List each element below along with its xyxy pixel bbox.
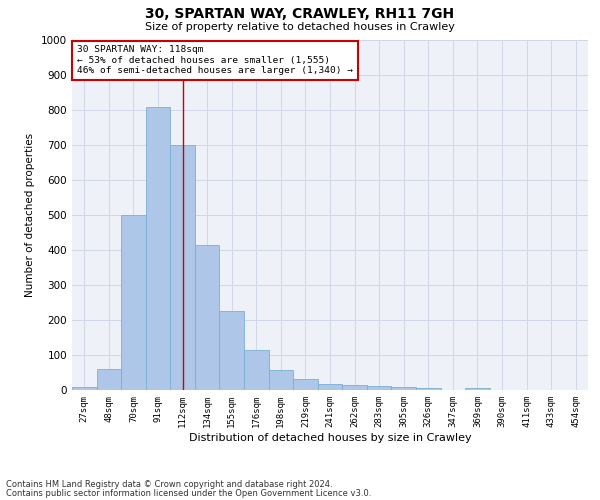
X-axis label: Distribution of detached houses by size in Crawley: Distribution of detached houses by size … [188, 432, 472, 442]
Bar [391, 387, 416, 390]
Text: 30 SPARTAN WAY: 118sqm
← 53% of detached houses are smaller (1,555)
46% of semi-: 30 SPARTAN WAY: 118sqm ← 53% of detached… [77, 46, 353, 75]
Bar [220, 311, 244, 390]
Bar [244, 350, 269, 390]
Text: Size of property relative to detached houses in Crawley: Size of property relative to detached ho… [145, 22, 455, 32]
Bar [293, 379, 318, 390]
Bar [121, 215, 146, 390]
Text: Contains HM Land Registry data © Crown copyright and database right 2024.: Contains HM Land Registry data © Crown c… [6, 480, 332, 489]
Y-axis label: Number of detached properties: Number of detached properties [25, 133, 35, 297]
Bar [170, 145, 195, 390]
Bar [318, 384, 342, 390]
Bar [97, 369, 121, 390]
Bar [269, 370, 293, 390]
Bar [342, 386, 367, 390]
Bar [367, 386, 391, 390]
Bar [416, 388, 440, 390]
Bar [195, 244, 220, 390]
Bar [72, 387, 97, 390]
Text: Contains public sector information licensed under the Open Government Licence v3: Contains public sector information licen… [6, 488, 371, 498]
Bar [465, 388, 490, 390]
Text: 30, SPARTAN WAY, CRAWLEY, RH11 7GH: 30, SPARTAN WAY, CRAWLEY, RH11 7GH [145, 8, 455, 22]
Bar [146, 106, 170, 390]
